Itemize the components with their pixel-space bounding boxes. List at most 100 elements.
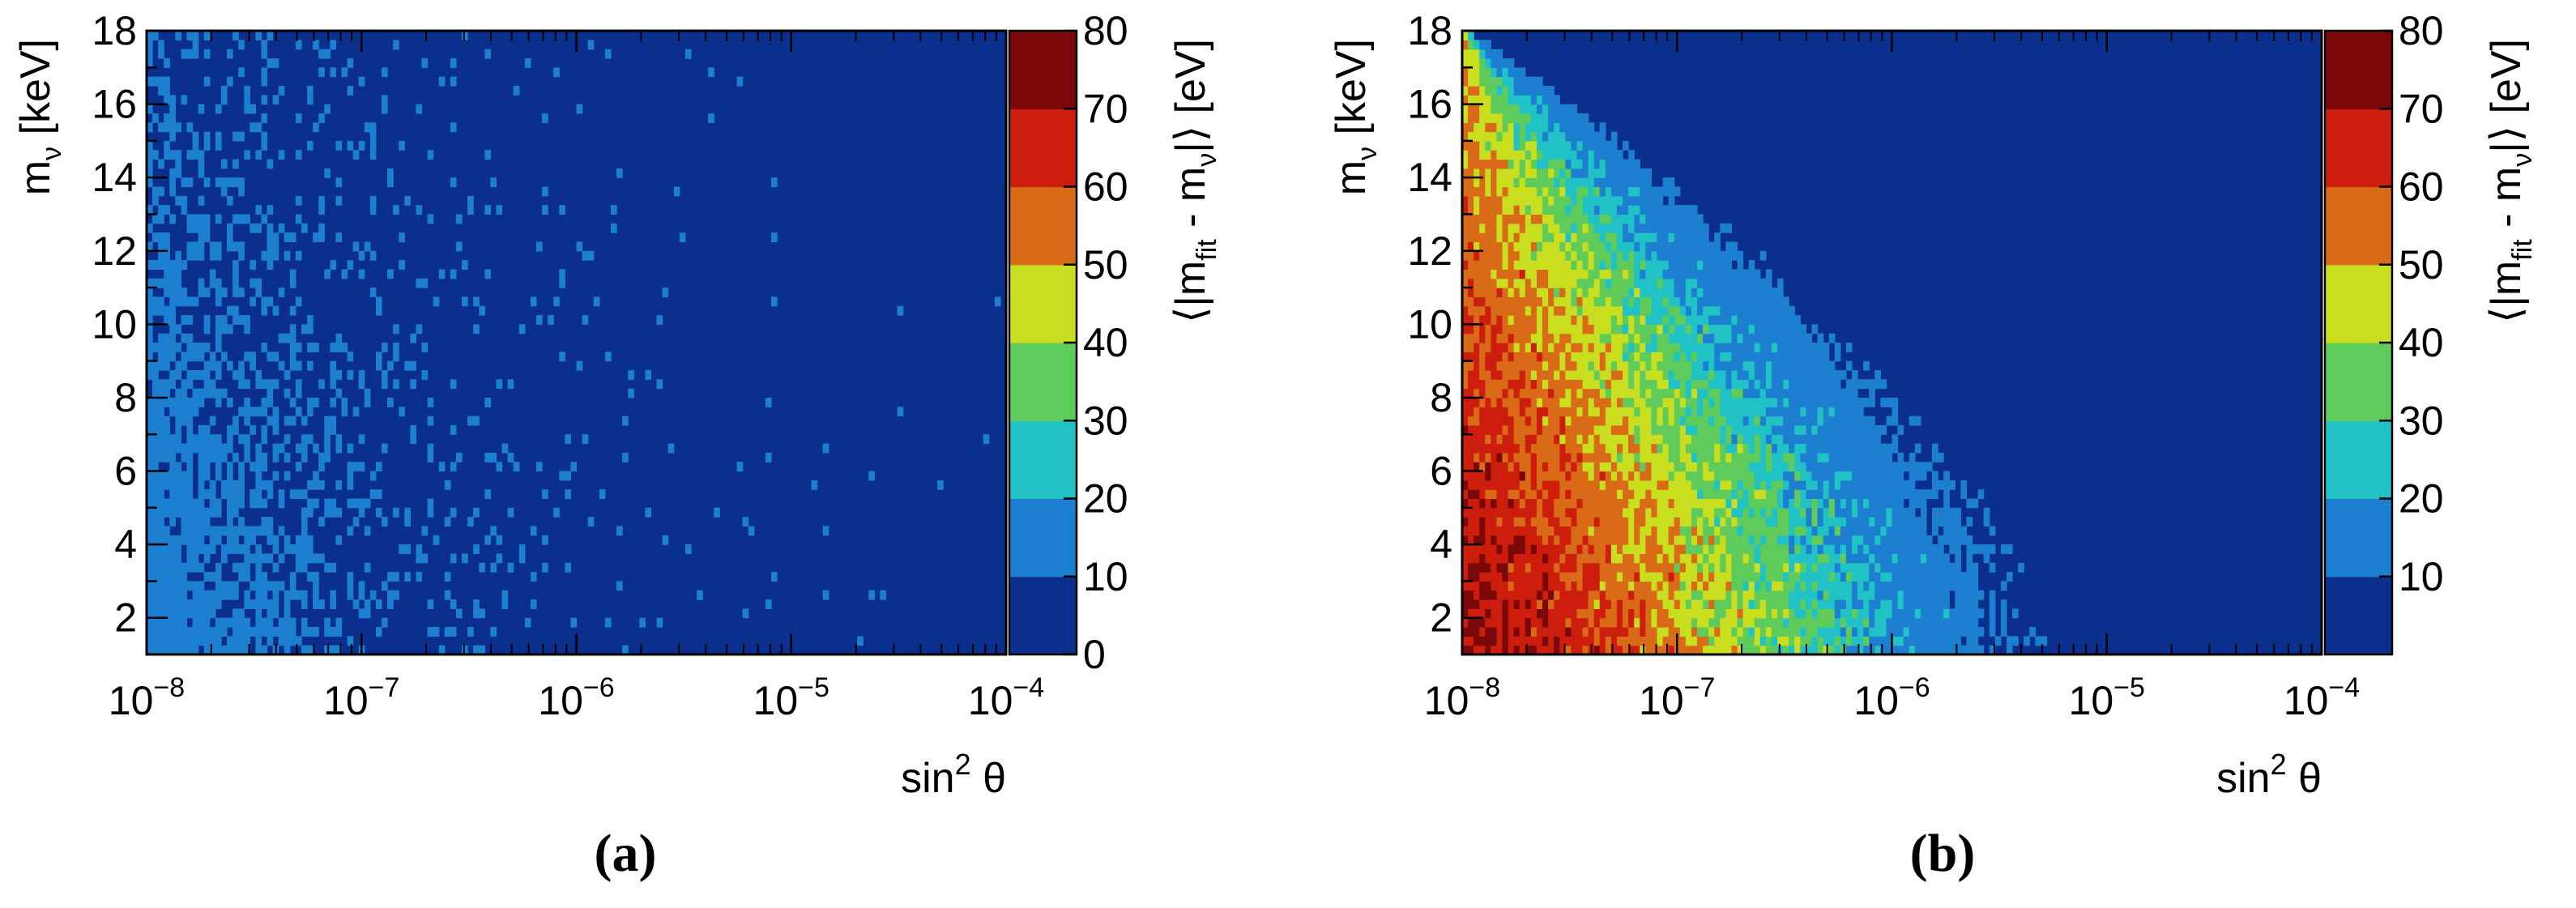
heatmap-cell [1794, 315, 1801, 325]
heatmap-cell [203, 140, 211, 151]
heatmap-cell [1502, 608, 1509, 619]
heatmap-cell [1508, 214, 1515, 224]
heatmap-cell [1502, 360, 1509, 371]
heatmap-cell [679, 232, 686, 243]
heatmap-cell [1508, 581, 1515, 591]
heatmap-cell [1640, 305, 1646, 316]
heatmap-cell [1623, 562, 1629, 573]
heatmap-cell [1662, 214, 1670, 224]
heatmap-cell [1508, 526, 1515, 536]
heatmap-cell [1599, 177, 1606, 188]
heatmap-cell [1610, 443, 1618, 454]
heatmap-cell [1674, 315, 1681, 325]
heatmap-cell [255, 498, 262, 509]
heatmap-cell [1634, 535, 1640, 545]
heatmap-cell [164, 260, 170, 271]
heatmap-cell [1530, 544, 1537, 555]
heatmap-cell [1605, 608, 1612, 619]
heatmap-cell [1536, 296, 1543, 307]
heatmap-cell [267, 535, 274, 545]
heatmap-cell [1845, 544, 1853, 555]
heatmap-cell [1697, 369, 1704, 380]
heatmap-cell [1714, 553, 1721, 564]
heatmap-cell [1828, 645, 1836, 655]
heatmap-cell [1530, 241, 1537, 252]
heatmap-cell [1508, 627, 1515, 637]
heatmap-cell [181, 627, 188, 637]
heatmap-cell [1519, 205, 1526, 215]
heatmap-cell [1645, 397, 1653, 407]
heatmap-cell [335, 343, 343, 352]
heatmap-cell [382, 95, 388, 105]
heatmap-cell [1519, 424, 1526, 435]
heatmap-cell [1491, 360, 1498, 371]
heatmap-cell [1508, 177, 1515, 188]
heatmap-cell [1519, 581, 1526, 591]
heatmap-cell [1800, 562, 1806, 573]
heatmap-cell [1576, 388, 1584, 399]
heatmap-cell [1513, 617, 1520, 628]
heatmap-cell [1777, 416, 1784, 426]
heatmap-cell [152, 388, 159, 399]
heatmap-cell [1496, 241, 1503, 252]
heatmap-cell [1576, 113, 1584, 123]
heatmap-cell [1576, 590, 1584, 600]
heatmap-cell [267, 352, 274, 362]
heatmap-cell [1679, 278, 1687, 288]
heatmap-cell [1565, 599, 1572, 609]
heatmap-cell [1725, 369, 1733, 380]
heatmap-cell [147, 407, 153, 417]
heatmap-cell [1697, 636, 1704, 646]
heatmap-cell [318, 67, 325, 78]
heatmap-cell [1828, 590, 1836, 600]
heatmap-cell [1519, 76, 1526, 87]
heatmap-cell [1519, 85, 1526, 96]
heatmap-cell [232, 288, 239, 297]
heatmap-cell [1708, 407, 1715, 417]
heatmap-cell [1748, 379, 1755, 390]
heatmap-cell [1731, 452, 1738, 463]
heatmap-cell [1645, 186, 1653, 197]
heatmap-cell [1828, 360, 1836, 371]
heatmap-cell [1640, 599, 1646, 609]
heatmap-cell [1502, 67, 1509, 78]
heatmap-cell [1462, 269, 1469, 279]
heatmap-cell [1565, 507, 1572, 518]
heatmap-cell [278, 526, 285, 536]
heatmap-cell [203, 599, 211, 609]
heatmap-cell [307, 85, 313, 96]
heatmap-cell [1565, 205, 1572, 215]
heatmap-cell [1679, 343, 1687, 352]
heatmap-cell [1571, 333, 1578, 343]
heatmap-cell [1616, 343, 1623, 352]
heatmap-cell [513, 462, 520, 472]
heatmap-cell [450, 269, 457, 279]
heatmap-cell [1834, 452, 1841, 463]
heatmap-cell [227, 535, 233, 545]
heatmap-cell [1640, 407, 1646, 417]
heatmap-cell [1593, 498, 1601, 509]
heatmap-cell [295, 535, 302, 545]
heatmap-cell [301, 489, 308, 500]
heatmap-cell [1720, 608, 1726, 619]
heatmap-cell [1748, 627, 1755, 637]
heatmap-cell [1828, 581, 1836, 591]
heatmap-cell [1588, 150, 1595, 160]
heatmap-cell [1651, 572, 1658, 582]
heatmap-cell [1474, 397, 1480, 407]
heatmap-cell [203, 315, 211, 325]
heatmap-cell [169, 113, 176, 123]
heatmap-cell [1845, 379, 1853, 390]
heatmap-cell [1662, 617, 1670, 628]
heatmap-cell [227, 324, 233, 335]
heatmap-cell [330, 67, 337, 78]
heatmap-cell [1823, 608, 1830, 619]
heatmap-cell [496, 553, 503, 564]
heatmap-cell [272, 535, 279, 545]
heatmap-cell [1502, 205, 1509, 215]
heatmap-cell [1502, 581, 1509, 591]
heatmap-cell [1640, 278, 1646, 288]
heatmap-cell [1703, 333, 1709, 343]
heatmap-cell [244, 324, 250, 335]
heatmap-cell [490, 452, 497, 463]
